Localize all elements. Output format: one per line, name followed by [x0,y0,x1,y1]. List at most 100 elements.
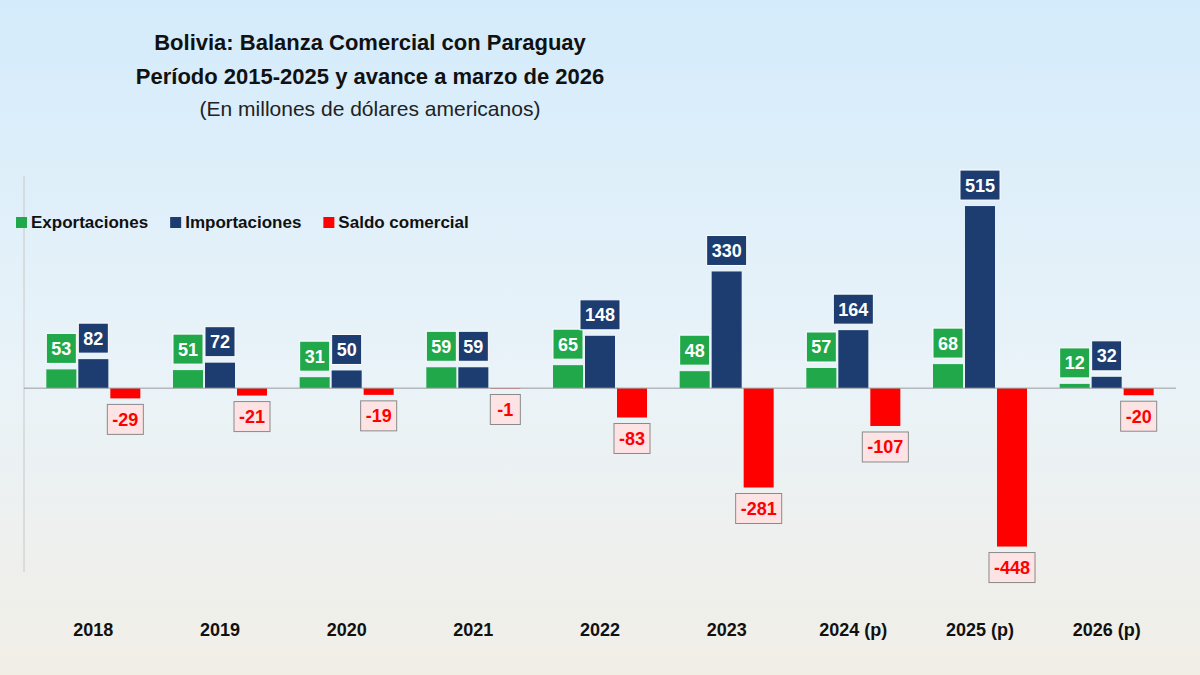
label-box [680,335,710,365]
data-label: -448 [989,553,1035,583]
bar [933,364,963,388]
data-label: 82 [78,323,108,353]
bar [744,388,774,487]
bar [997,388,1027,546]
data-label: 59 [458,331,488,361]
label-box [234,402,270,432]
label-box [614,423,650,453]
x-tick-label: 2018 [73,620,113,640]
value-label: -281 [741,499,777,519]
bar [458,367,488,388]
data-label: 50 [332,334,362,364]
data-label: 12 [1060,348,1090,378]
legend-swatch [170,217,181,228]
value-label: -1 [497,400,513,420]
data-label: 330 [707,235,747,265]
bar [205,363,235,388]
x-tick-label: 2019 [200,620,240,640]
data-label: -29 [107,404,143,434]
bar [46,369,76,388]
value-label: 48 [685,341,705,361]
value-label: 32 [1097,346,1117,366]
bar [712,271,742,388]
data-label: 31 [300,341,330,371]
value-label: -19 [366,406,392,426]
bar [965,206,995,388]
x-tick-label: 2023 [707,620,747,640]
subtitle: Período 2015-2025 y avance a marzo de 20… [136,64,604,89]
data-label: 48 [680,335,710,365]
label-box [580,300,620,330]
label-box [833,294,873,324]
bar [237,388,267,395]
bar [173,370,203,388]
bar [78,359,108,388]
bar [1124,388,1154,395]
label-box [426,331,456,361]
data-label: 53 [46,333,76,363]
label-box [989,553,1035,583]
x-tick-label: 2026 (p) [1073,620,1141,640]
label-box [107,404,143,434]
bar [617,388,647,417]
value-label: -107 [867,437,903,457]
value-label: 515 [965,176,995,196]
y-range-line [24,176,25,572]
label-box [300,341,330,371]
bar [585,336,615,388]
value-label: -21 [239,407,265,427]
value-label: 164 [838,300,868,320]
label-box [458,331,488,361]
label-box [707,235,747,265]
value-label: 53 [51,339,71,359]
data-label: -19 [361,401,397,431]
bars [46,206,1153,546]
legend-item: Importaciones [170,213,301,232]
bar [1060,384,1090,388]
value-label: -20 [1126,407,1152,427]
value-label: 12 [1065,353,1085,373]
bar [110,388,140,398]
data-label: 57 [806,332,836,362]
bar [806,368,836,388]
value-label: 51 [178,340,198,360]
bar [426,367,456,388]
legend-item: Exportaciones [16,213,148,232]
value-label: -29 [112,410,138,430]
legend-label: Saldo comercial [338,213,468,232]
label-box [1121,401,1157,431]
legend-label: Importaciones [185,213,301,232]
bar [364,388,394,395]
label-box [205,327,235,357]
data-label: -107 [862,432,908,462]
value-label: 31 [305,347,325,367]
data-label: -83 [614,423,650,453]
data-label: 59 [426,331,456,361]
bar [870,388,900,426]
label-box [361,401,397,431]
label-box [960,170,1000,200]
unit-label: (En millones de dólares americanos) [200,97,541,120]
value-label: 57 [811,337,831,357]
data-label: 68 [933,328,963,358]
value-label: 59 [463,337,483,357]
x-tick-label: 2021 [453,620,493,640]
data-label: 72 [205,327,235,357]
bar [1092,377,1122,388]
background [0,0,1200,675]
x-tick-label: 2020 [327,620,367,640]
bar [680,371,710,388]
bar [332,370,362,388]
data-label: 515 [960,170,1000,200]
data-label: 32 [1092,341,1122,371]
value-label: 148 [585,305,615,325]
label-box [736,493,782,523]
label-box [806,332,836,362]
value-label: 72 [210,332,230,352]
label-box [1060,348,1090,378]
legend-label: Exportaciones [31,213,148,232]
legend-swatch [323,217,334,228]
label-box [1092,341,1122,371]
title: Bolivia: Balanza Comercial con Paraguay [154,30,586,55]
bar [838,330,868,388]
